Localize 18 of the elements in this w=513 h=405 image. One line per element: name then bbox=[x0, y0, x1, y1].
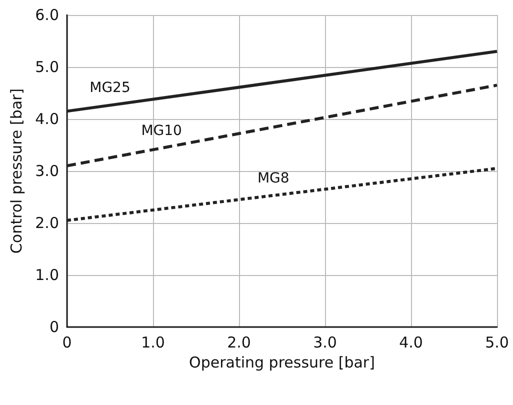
y-tick-label: 3.0 bbox=[35, 162, 59, 180]
x-tick-label: 5.0 bbox=[485, 334, 509, 352]
series-label: MG10 bbox=[141, 123, 182, 140]
series-label: MG8 bbox=[257, 170, 290, 186]
x-tick-label: 0 bbox=[62, 334, 72, 352]
x-axis-title: Operating pressure [bar] bbox=[189, 353, 375, 372]
y-tick-label: 2.0 bbox=[35, 214, 59, 232]
y-tick-label: 5.0 bbox=[35, 58, 59, 76]
y-tick-label: 4.0 bbox=[35, 110, 59, 128]
y-tick-label: 6.0 bbox=[35, 6, 59, 24]
x-tick-label: 4.0 bbox=[399, 334, 423, 352]
x-tick-label: 3.0 bbox=[313, 334, 337, 352]
y-axis-title: Control pressure [bar] bbox=[8, 88, 26, 254]
series-label: MG25 bbox=[90, 80, 130, 96]
y-tick-label: 1.0 bbox=[35, 266, 59, 284]
x-tick-label: 2.0 bbox=[227, 334, 251, 352]
y-tick-label: 0 bbox=[49, 318, 59, 336]
x-tick-label: 1.0 bbox=[141, 334, 165, 352]
